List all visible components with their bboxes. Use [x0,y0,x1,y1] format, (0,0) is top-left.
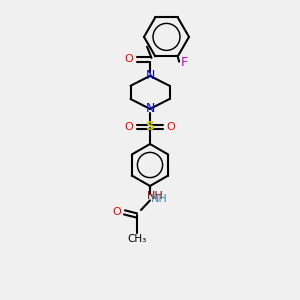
Text: NH: NH [151,194,167,204]
Text: O: O [124,122,134,132]
Text: O: O [167,122,176,132]
Text: F: F [180,56,188,69]
Text: CH₃: CH₃ [127,234,146,244]
Text: O: O [124,54,134,64]
Text: N: N [145,102,155,116]
Text: N: N [145,69,155,82]
Text: NH: NH [147,191,164,201]
Text: S: S [146,120,154,134]
Text: O: O [112,207,121,217]
